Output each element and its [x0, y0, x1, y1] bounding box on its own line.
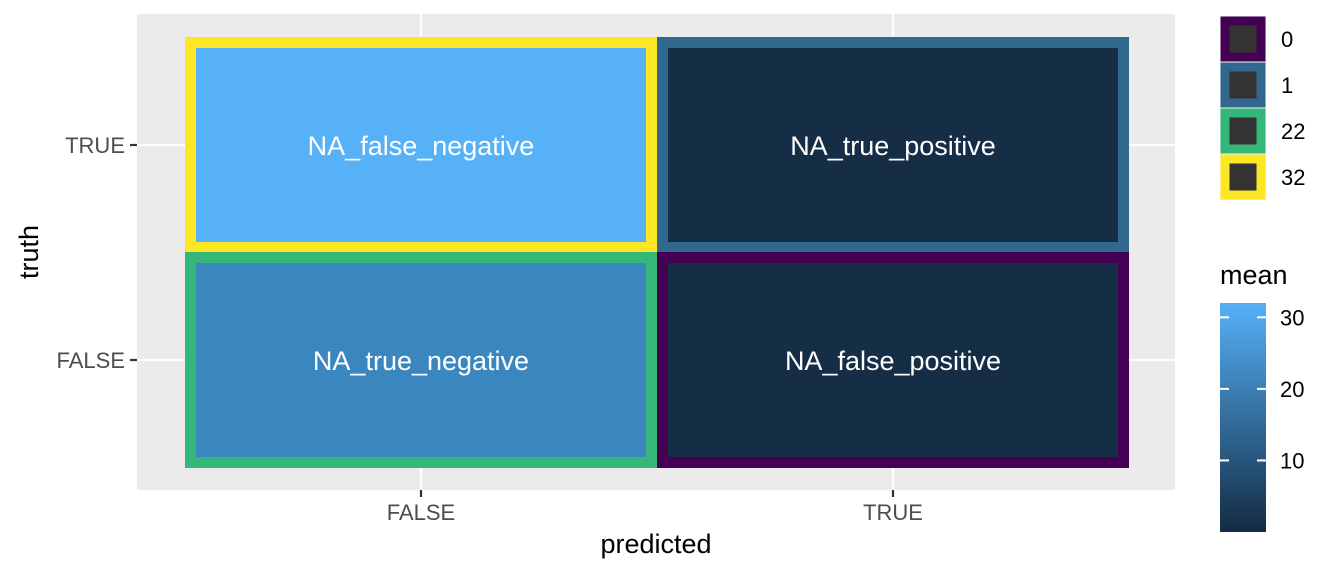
heatmap-cell — [185, 252, 657, 468]
legend-label: 0 — [1281, 27, 1293, 52]
cell-label: NA_true_negative — [313, 346, 529, 376]
legend-label: 1 — [1281, 73, 1293, 98]
x-tick-label: TRUE — [863, 500, 923, 525]
colorbar-tick-label: 20 — [1280, 377, 1304, 402]
legend-key — [1220, 16, 1266, 62]
cell-label: NA_false_positive — [785, 346, 1001, 376]
colorbar-tick-label: 30 — [1280, 305, 1304, 330]
legend-key — [1220, 154, 1266, 200]
count-legend: 0 1 22 32 — [1220, 16, 1305, 200]
legend-key — [1220, 108, 1266, 154]
colorbar-tick-label: 10 — [1280, 448, 1304, 473]
heatmap-cell — [185, 37, 657, 253]
y-axis: FALSE TRUE — [57, 133, 137, 373]
heatmap-cell — [657, 252, 1129, 468]
x-tick-label: FALSE — [387, 500, 455, 525]
cell-label: NA_true_positive — [790, 131, 996, 161]
mean-legend: mean 10 20 30 — [1220, 260, 1304, 532]
y-tick-label: TRUE — [65, 133, 125, 158]
legend-label: 32 — [1281, 165, 1305, 190]
cell-label: NA_false_negative — [308, 131, 535, 161]
heatmap-cell — [657, 37, 1129, 253]
mean-colorbar — [1220, 303, 1266, 532]
heatmap-cells: NA_false_negative NA_true_positive NA_true… — [185, 37, 1129, 468]
legend-key — [1220, 62, 1266, 108]
y-axis-title: truth — [14, 225, 44, 279]
y-tick-label: FALSE — [57, 348, 125, 373]
legend-label: 22 — [1281, 119, 1305, 144]
mean-legend-title: mean — [1220, 260, 1288, 290]
x-axis: FALSE TRUE — [387, 490, 923, 525]
x-axis-title: predicted — [600, 529, 711, 559]
